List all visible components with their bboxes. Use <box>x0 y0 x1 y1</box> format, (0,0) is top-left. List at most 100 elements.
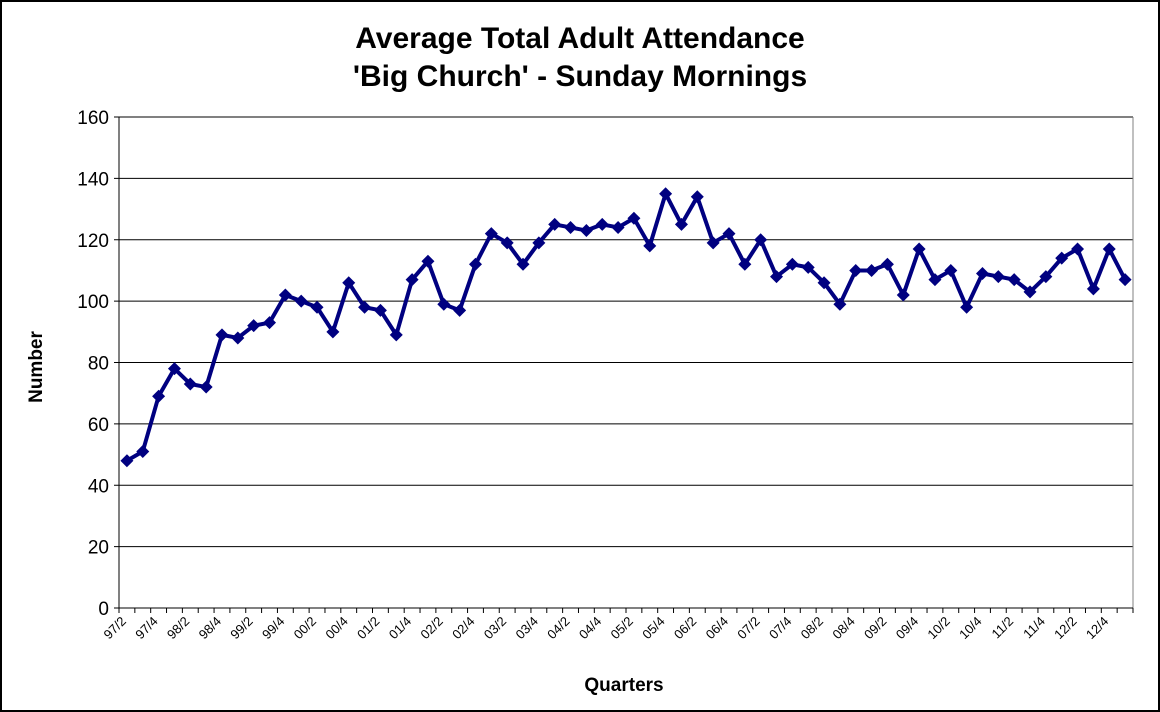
data-point-marker <box>278 288 292 302</box>
data-point-marker <box>738 257 752 271</box>
data-point-marker <box>1007 273 1021 287</box>
data-point-marker <box>706 236 720 250</box>
data-point-marker <box>310 300 324 314</box>
data-point-marker <box>468 257 482 271</box>
x-axis-title: Quarters <box>584 675 663 696</box>
gridlines <box>119 116 1133 548</box>
x-tick-label: 97/4 <box>132 614 161 643</box>
x-tick-label: 06/4 <box>703 614 732 643</box>
data-point-marker <box>183 377 197 391</box>
y-tick-label: 20 <box>88 538 109 559</box>
data-point-marker <box>136 444 150 458</box>
data-point-marker <box>231 331 245 345</box>
x-tick-label: 00/4 <box>322 614 351 643</box>
data-point-marker <box>579 224 593 238</box>
data-point-marker <box>674 217 688 231</box>
data-point-marker <box>928 273 942 287</box>
x-tick-label: 99/2 <box>227 614 256 643</box>
x-tick-label: 09/2 <box>861 614 890 643</box>
data-point-marker <box>167 362 181 376</box>
x-tick-label: 03/2 <box>481 614 510 643</box>
data-point-marker <box>627 211 641 225</box>
data-point-marker <box>1023 285 1037 299</box>
data-point-marker <box>912 242 926 256</box>
data-point-marker <box>1039 270 1053 284</box>
x-tick-label: 99/4 <box>259 614 288 643</box>
data-point-marker <box>817 276 831 290</box>
x-tick-label: 09/4 <box>893 614 922 643</box>
data-point-marker <box>991 270 1005 284</box>
y-tick-label: 80 <box>88 354 109 375</box>
y-tick-label: 0 <box>98 599 109 620</box>
x-tick-label: 11/2 <box>988 614 1016 642</box>
data-point-marker <box>453 303 467 317</box>
x-tick-label: 07/4 <box>766 614 795 643</box>
data-point-marker <box>1102 242 1116 256</box>
y-axis-title: Number <box>26 331 47 403</box>
x-tick-label: 04/4 <box>576 614 605 643</box>
data-point-marker <box>801 260 815 274</box>
chart-title-line-2: 'Big Church' - Sunday Mornings <box>352 60 808 93</box>
y-tick-label: 60 <box>88 415 109 436</box>
data-point-marker <box>120 454 134 468</box>
data-point-marker <box>342 276 356 290</box>
data-point-marker <box>944 263 958 277</box>
x-tick-label: 08/4 <box>829 614 858 643</box>
x-tick-label: 08/2 <box>798 614 827 643</box>
data-point-marker <box>389 328 403 342</box>
data-point-marker <box>833 297 847 311</box>
data-point-marker <box>215 328 229 342</box>
data-point-marker <box>611 220 625 234</box>
x-tick-label: 10/4 <box>956 614 985 643</box>
x-tick-label: 00/2 <box>291 614 320 643</box>
data-point-marker <box>294 294 308 308</box>
data-point-marker <box>532 236 546 250</box>
data-point-marker <box>896 288 910 302</box>
y-tick-label: 40 <box>88 476 109 497</box>
x-tick-label: 10/2 <box>924 614 953 643</box>
data-point-marker <box>785 257 799 271</box>
data-point-marker <box>548 217 562 231</box>
x-tick-label: 11/4 <box>1020 614 1048 642</box>
x-tick-label: 05/4 <box>639 614 668 643</box>
data-point-marker <box>564 220 578 234</box>
data-series <box>120 187 1132 468</box>
data-point-marker <box>1071 242 1085 256</box>
data-point-marker <box>770 270 784 284</box>
x-tick-label: 03/4 <box>512 614 541 643</box>
data-point-marker <box>199 380 213 394</box>
data-point-marker <box>722 227 736 241</box>
data-point-marker <box>421 254 435 268</box>
x-tick-label: 98/2 <box>164 614 193 643</box>
data-point-marker <box>754 233 768 247</box>
x-tick-label: 01/2 <box>354 614 383 643</box>
data-point-marker <box>484 227 498 241</box>
x-tick-label: 07/2 <box>734 614 763 643</box>
data-point-marker <box>595 217 609 231</box>
x-tick-label: 04/2 <box>544 614 573 643</box>
x-tick-label: 01/4 <box>386 614 415 643</box>
data-point-marker <box>326 325 340 339</box>
chart-title-line-1: Average Total Adult Attendance <box>355 22 805 55</box>
data-point-marker <box>643 239 657 253</box>
x-tick-label: 12/4 <box>1083 614 1112 643</box>
series-line <box>124 191 1128 463</box>
x-tick-label: 06/2 <box>671 614 700 643</box>
data-point-marker <box>263 316 277 330</box>
x-tick-label: 02/4 <box>449 614 478 643</box>
data-point-marker <box>960 300 974 314</box>
x-tick-label: 02/2 <box>417 614 446 643</box>
data-point-marker <box>1086 282 1100 296</box>
x-tick-label: 05/2 <box>608 614 637 643</box>
chart-title: Average Total Adult Attendance 'Big Chur… <box>0 20 1160 96</box>
x-tick-label: 98/4 <box>196 614 225 643</box>
data-point-marker <box>437 297 451 311</box>
data-point-marker <box>880 257 894 271</box>
y-tick-label: 140 <box>77 169 109 190</box>
data-point-marker <box>405 273 419 287</box>
data-point-marker <box>690 190 704 204</box>
data-point-marker <box>1055 251 1069 265</box>
